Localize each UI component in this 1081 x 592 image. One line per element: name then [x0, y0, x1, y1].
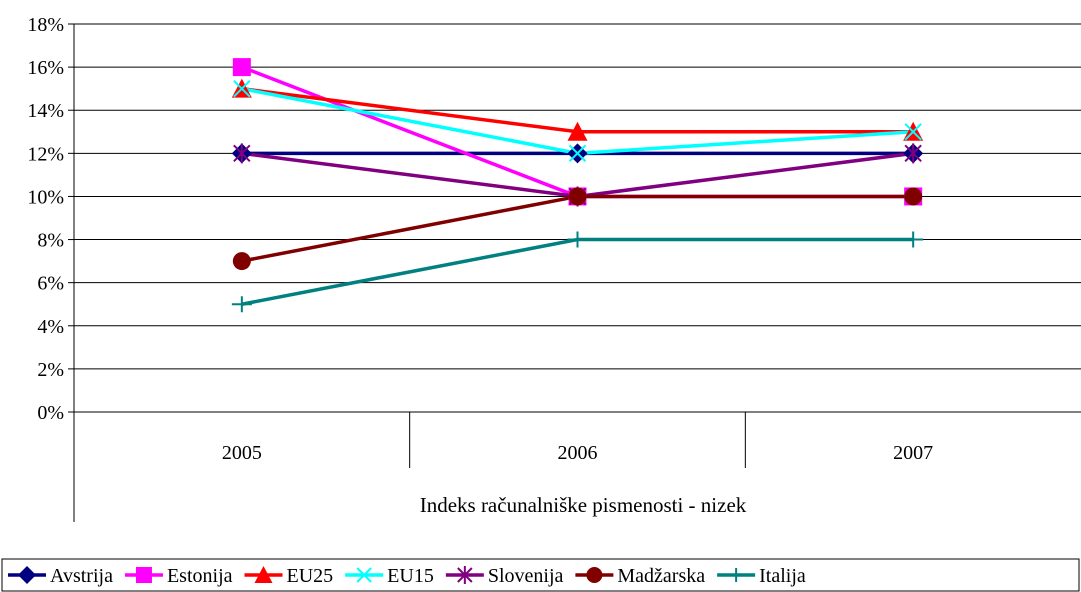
legend-label: EU15 [387, 565, 434, 587]
y-tick-label: 8% [37, 230, 64, 252]
x-tick-label: 2005 [222, 442, 262, 464]
marker-plus [727, 568, 746, 582]
legend-label: Estonija [167, 565, 233, 587]
marker-plus [567, 231, 588, 248]
legend-label: EU25 [287, 565, 334, 587]
series-line [241, 237, 914, 306]
marker-triangle [567, 121, 588, 141]
marker-plus [231, 296, 252, 313]
tick-labels: 0% 2% 4% 6% 8% 10% 12% 14% 16% 18% 2005 2006 2007 [27, 14, 933, 464]
marker-circle [232, 252, 251, 271]
y-tick-label: 16% [27, 57, 64, 79]
marker-star [233, 143, 251, 164]
x-tick-label: 2007 [893, 442, 933, 464]
marker-plus [903, 231, 924, 248]
legend: Avstrija Estonija EU25 EU15 Slovenija Madžars… [1, 558, 1080, 592]
marker-x [904, 123, 922, 141]
marker-circle [568, 187, 587, 206]
legend-box [1, 558, 1080, 592]
y-tick-label: 12% [27, 143, 64, 165]
x-axis-title: Indeks računalniške pismenosti - nizek [420, 493, 747, 517]
marker-square [232, 58, 251, 77]
marker-x [568, 144, 587, 163]
marker-square [135, 567, 152, 583]
marker-star [457, 566, 473, 584]
legend-label: Avstrija [50, 565, 113, 587]
y-tick-label: 14% [27, 100, 64, 122]
marker-circle [586, 567, 603, 583]
marker-circle [904, 187, 923, 206]
y-tick-label: 10% [27, 186, 64, 208]
marker-star [904, 143, 922, 164]
axes [68, 23, 1081, 522]
y-tick-label: 6% [37, 273, 64, 295]
legend-label: Italija [759, 565, 806, 587]
y-tick-label: 0% [37, 402, 64, 424]
marker-x [356, 567, 372, 583]
series-lines [241, 65, 914, 306]
legend-label: Slovenija [488, 565, 564, 587]
marker-triangle [254, 566, 273, 583]
y-tick-label: 2% [37, 359, 64, 381]
x-tick-label: 2006 [558, 442, 598, 464]
marker-diamond [18, 566, 36, 584]
legend-label: Madžarska [617, 565, 705, 587]
y-tick-label: 4% [37, 316, 64, 338]
y-tick-label: 18% [27, 14, 64, 36]
series-markers [231, 58, 924, 313]
marker-x [233, 79, 251, 98]
